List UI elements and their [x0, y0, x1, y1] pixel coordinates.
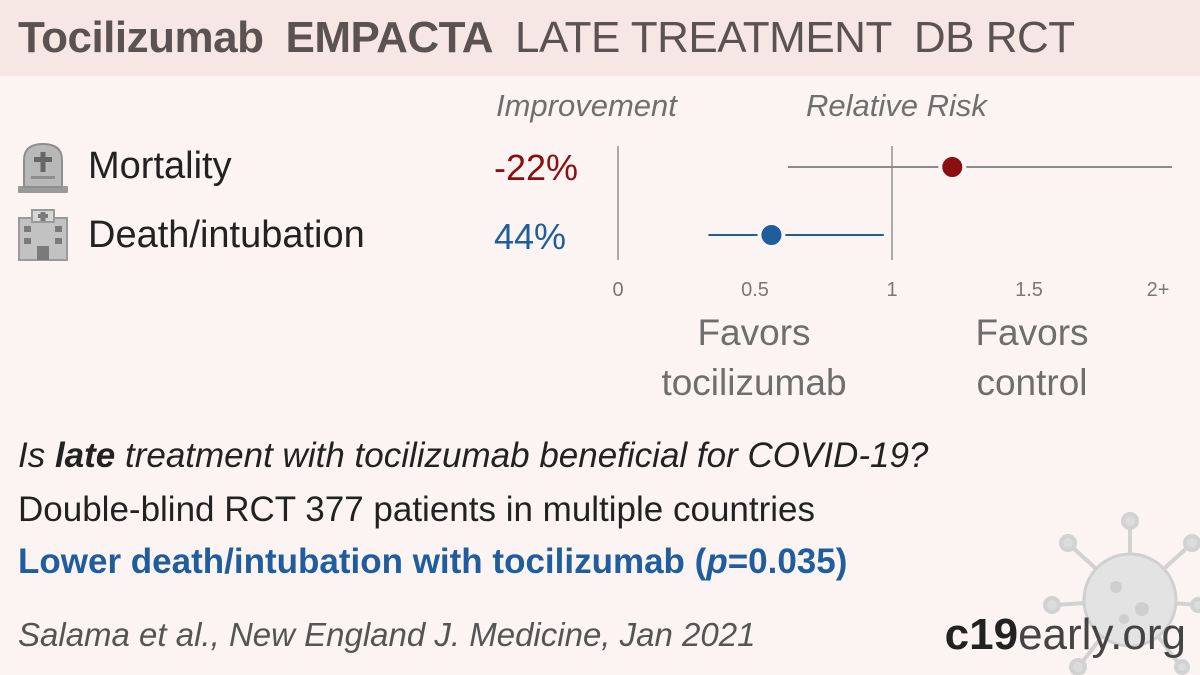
citation-text: Salama et al., New England J. Medicine, … [18, 616, 756, 653]
favors-treatment-label: Favors tocilizumab [624, 308, 884, 408]
conclusion-text: Lower death/intubation with tocilizumab … [18, 542, 847, 582]
favors-control-line2: control [976, 362, 1088, 403]
favors-control-label: Favors control [902, 308, 1162, 408]
point-estimate-death-intubation [757, 221, 786, 249]
x-tick-label: 1.5 [1015, 279, 1043, 301]
question-bold: late [54, 436, 116, 475]
favors-control-line1: Favors [975, 312, 1089, 353]
forest-plot: 0 0.5 1 1.5 2+ [612, 146, 1172, 301]
x-tick-label: 1 [886, 279, 897, 301]
header-bar: Tocilizumab EMPACTA LATE TREATMENT DB RCT [0, 0, 1200, 76]
brand-logo[interactable]: c19early.org [945, 610, 1186, 660]
study-design: DB RCT [913, 13, 1075, 62]
question-suffix: treatment with tocilizumab beneficial fo… [115, 436, 929, 475]
design-text: Double-blind RCT 377 patients in multipl… [18, 490, 816, 529]
relative-risk-column-header: Relative Risk [806, 88, 987, 123]
treatment-stage: LATE TREATMENT [515, 13, 892, 62]
header-title: Tocilizumab EMPACTA LATE TREATMENT DB RCT [18, 10, 1075, 66]
point-estimate-mortality [938, 153, 967, 181]
conclusion-p: p [706, 542, 728, 581]
conclusion-prefix: Lower death/intubation with tocilizumab … [18, 542, 707, 581]
x-tick-label: 0 [612, 279, 623, 301]
virus-icon [1043, 512, 1200, 675]
x-tick-label: 2+ [1147, 279, 1170, 301]
row-label-death-intubation: Death/intubation [88, 214, 365, 256]
row-value-death-intubation: 44% [494, 216, 567, 257]
brand-part1: c19 [944, 610, 1019, 659]
tombstone-icon [18, 142, 68, 193]
improvement-column-header: Improvement [496, 88, 677, 123]
conclusion-suffix: =0.035) [727, 542, 848, 581]
brand-part2: early.org [1018, 610, 1186, 659]
row-label-mortality: Mortality [88, 145, 232, 187]
favors-treatment-line1: Favors [697, 312, 811, 353]
question-text: Is late treatment with tocilizumab benef… [18, 436, 928, 476]
study-name: EMPACTA [285, 13, 494, 62]
x-tick-label: 0.5 [741, 279, 769, 301]
row-value-mortality: -22% [494, 147, 579, 188]
question-prefix: Is [18, 436, 55, 475]
favors-treatment-line2: tocilizumab [661, 362, 847, 403]
drug-name: Tocilizumab [18, 13, 264, 62]
hospital-icon [18, 209, 68, 261]
